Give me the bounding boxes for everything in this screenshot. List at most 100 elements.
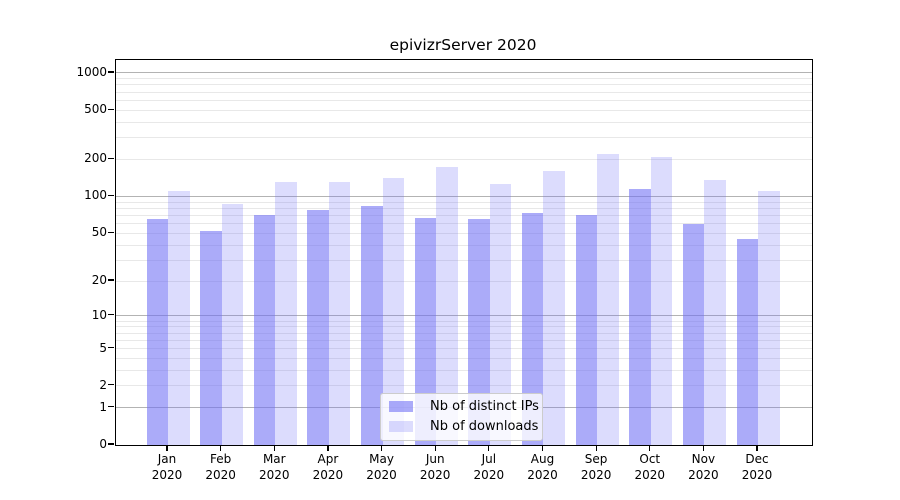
gridline — [116, 158, 812, 160]
legend: Nb of distinct IPs Nb of downloads — [380, 393, 543, 441]
bar-downloads — [704, 179, 726, 445]
bar-downloads — [650, 157, 673, 445]
bar-distinct-ips — [736, 238, 759, 445]
gridline — [116, 385, 812, 387]
gridline — [116, 369, 812, 371]
x-tick-mark — [166, 445, 168, 451]
x-tick-mark — [327, 445, 329, 451]
legend-label-distinct-ips: Nb of distinct IPs — [430, 399, 539, 414]
y-tick-label: 1000 — [76, 64, 107, 79]
x-tick-label: Mar 2020 — [258, 452, 290, 482]
y-tick-label: 10 — [91, 307, 107, 322]
gridline — [116, 99, 812, 101]
gridline — [116, 244, 812, 246]
gridline — [116, 280, 812, 282]
gridline — [116, 201, 812, 203]
bar-downloads — [221, 203, 244, 445]
plot-area: Nb of distinct IPs Nb of downloads — [115, 59, 813, 446]
gridline — [116, 214, 812, 216]
x-tick-mark — [756, 445, 758, 451]
y-tick-label: 100 — [84, 188, 107, 203]
gridline — [116, 223, 812, 225]
x-tick-label: Apr 2020 — [312, 452, 344, 482]
y-tick-label: 50 — [91, 225, 107, 240]
bar-distinct-ips — [575, 215, 598, 445]
x-tick-label: May 2020 — [366, 452, 397, 482]
y-tick-mark — [108, 406, 114, 408]
y-tick-mark — [108, 194, 114, 197]
x-tick-mark — [702, 445, 704, 451]
x-tick-label: Feb 2020 — [205, 452, 236, 482]
x-tick-label: Nov 2020 — [688, 452, 719, 482]
x-tick-mark — [273, 445, 275, 451]
gridline — [116, 195, 812, 197]
x-tick-label: Sep 2020 — [580, 452, 612, 482]
gridline — [116, 91, 812, 93]
bar-distinct-ips — [629, 189, 651, 445]
y-tick-label: 1 — [99, 399, 107, 414]
chart-title: epivizrServer 2020 — [389, 36, 537, 54]
bar-downloads — [275, 181, 297, 445]
x-tick-label: Jul 2020 — [473, 452, 505, 482]
gridline — [116, 137, 812, 139]
y-tick-mark — [108, 157, 114, 159]
bar-downloads — [758, 190, 780, 445]
x-tick-label: Jan 2020 — [151, 452, 183, 482]
bar-downloads — [328, 181, 351, 445]
y-tick-mark — [108, 108, 114, 110]
legend-row-distinct-ips: Nb of distinct IPs — [389, 399, 539, 414]
x-tick-label: Aug 2020 — [527, 452, 558, 482]
gridline — [116, 259, 812, 261]
gridline — [116, 315, 812, 317]
x-tick-mark — [649, 445, 651, 451]
bar-distinct-ips — [307, 209, 329, 445]
gridline — [116, 357, 812, 359]
y-tick-label: 0 — [99, 437, 107, 451]
gridline — [116, 320, 812, 322]
y-tick-label: 200 — [84, 151, 107, 166]
y-tick-label: 20 — [91, 273, 107, 288]
y-tick-label: 2 — [99, 377, 107, 392]
x-tick-mark — [434, 445, 436, 451]
bar-downloads — [489, 184, 512, 445]
y-tick-mark — [108, 384, 114, 386]
y-tick-mark — [108, 71, 114, 73]
bar-downloads — [436, 167, 458, 445]
bar-downloads — [168, 191, 190, 445]
gridline — [116, 326, 812, 328]
y-tick-mark — [108, 314, 114, 316]
gridline — [116, 109, 812, 111]
y-tick-mark — [108, 231, 114, 233]
bar-downloads — [382, 177, 405, 445]
bar-distinct-ips — [146, 218, 168, 445]
y-tick-mark — [108, 443, 114, 445]
gridline — [116, 207, 812, 209]
x-tick-mark — [488, 445, 490, 451]
gridline — [116, 72, 812, 74]
gridline — [116, 84, 812, 86]
y-tick-label: 500 — [84, 102, 107, 117]
x-tick-label: Dec 2020 — [741, 452, 773, 482]
y-tick-mark — [108, 346, 114, 349]
bar-distinct-ips — [361, 206, 383, 445]
gridline — [116, 348, 812, 349]
bar-distinct-ips — [253, 215, 276, 445]
bar-distinct-ips — [468, 218, 490, 445]
gridline — [116, 339, 812, 341]
gridline — [116, 332, 812, 334]
x-tick-label: Oct 2020 — [634, 452, 666, 482]
downloads-swatch-icon — [389, 421, 413, 432]
bar-distinct-ips — [521, 213, 544, 445]
x-tick-mark — [220, 445, 222, 451]
gridline — [116, 78, 812, 80]
bar-downloads — [597, 154, 619, 445]
y-tick-mark — [108, 279, 114, 281]
gridline — [116, 121, 812, 123]
bar-distinct-ips — [414, 217, 437, 445]
bar-distinct-ips — [682, 223, 705, 445]
bar-downloads — [543, 171, 565, 445]
y-tick-label: 5 — [99, 340, 107, 355]
x-tick-mark — [541, 445, 544, 451]
distinct-ips-swatch-icon — [389, 401, 413, 412]
